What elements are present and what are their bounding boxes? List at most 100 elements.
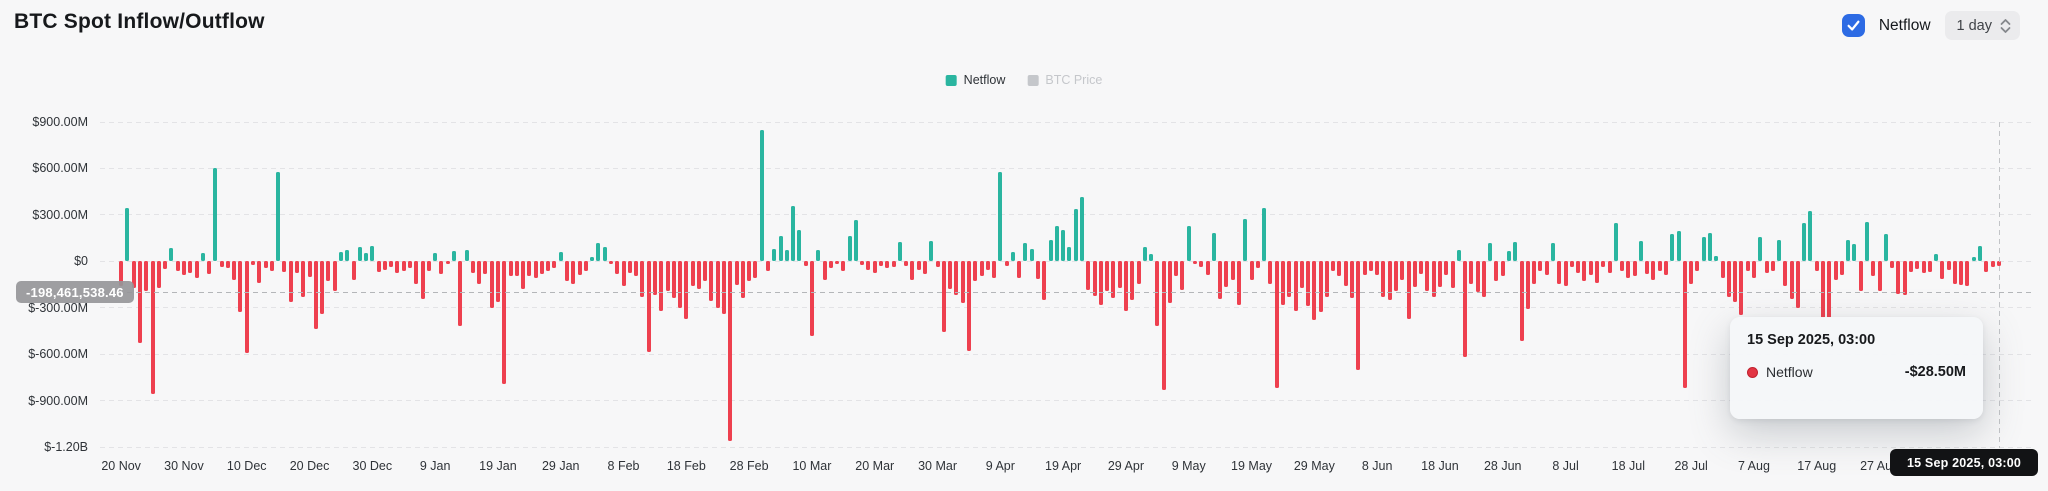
netflow-bar[interactable] bbox=[1312, 261, 1317, 321]
netflow-bar[interactable] bbox=[1306, 261, 1311, 307]
netflow-bar[interactable] bbox=[276, 171, 281, 262]
netflow-bar[interactable] bbox=[1287, 261, 1292, 297]
netflow-bar[interactable] bbox=[1550, 242, 1555, 262]
netflow-bar[interactable] bbox=[156, 261, 161, 289]
netflow-bar[interactable] bbox=[1588, 261, 1593, 276]
netflow-bar[interactable] bbox=[1419, 261, 1424, 274]
netflow-bar[interactable] bbox=[1488, 243, 1493, 262]
netflow-bar[interactable] bbox=[1136, 261, 1141, 284]
netflow-bar[interactable] bbox=[282, 261, 287, 273]
netflow-bar[interactable] bbox=[1274, 261, 1279, 388]
netflow-bar[interactable] bbox=[1318, 261, 1323, 313]
netflow-bar[interactable] bbox=[163, 261, 168, 270]
netflow-bar[interactable] bbox=[1017, 261, 1022, 278]
netflow-bar[interactable] bbox=[690, 261, 695, 287]
netflow-bar[interactable] bbox=[778, 235, 783, 262]
netflow-bar[interactable] bbox=[1243, 218, 1248, 262]
legend-item-btc-price[interactable]: BTC Price bbox=[1027, 73, 1102, 87]
netflow-bar[interactable] bbox=[1086, 261, 1091, 290]
netflow-bar[interactable] bbox=[1582, 261, 1587, 282]
netflow-bar[interactable] bbox=[1670, 234, 1675, 262]
netflow-bar[interactable] bbox=[1331, 261, 1336, 271]
netflow-bar[interactable] bbox=[439, 261, 444, 274]
netflow-bar[interactable] bbox=[288, 261, 293, 302]
netflow-bar[interactable] bbox=[1707, 232, 1712, 262]
netflow-bar[interactable] bbox=[1098, 261, 1103, 305]
netflow-bar[interactable] bbox=[1494, 261, 1499, 282]
netflow-bar[interactable] bbox=[364, 252, 369, 262]
netflow-bar[interactable] bbox=[370, 245, 375, 262]
netflow-bar[interactable] bbox=[1073, 208, 1078, 262]
netflow-bar[interactable] bbox=[1048, 239, 1053, 262]
netflow-bar[interactable] bbox=[420, 261, 425, 300]
netflow-bar[interactable] bbox=[1362, 261, 1367, 276]
netflow-bar[interactable] bbox=[1205, 261, 1210, 276]
netflow-bar[interactable] bbox=[665, 261, 670, 291]
netflow-bar[interactable] bbox=[207, 261, 212, 274]
netflow-bar[interactable] bbox=[1463, 261, 1468, 358]
netflow-bar[interactable] bbox=[1130, 261, 1135, 300]
netflow-bar[interactable] bbox=[131, 261, 136, 288]
netflow-bar[interactable] bbox=[508, 261, 513, 276]
netflow-bar[interactable] bbox=[803, 261, 808, 266]
netflow-bar[interactable] bbox=[1337, 261, 1342, 276]
netflow-bar[interactable] bbox=[357, 247, 362, 262]
netflow-bar[interactable] bbox=[590, 256, 595, 262]
netflow-bar[interactable] bbox=[1745, 261, 1750, 272]
netflow-bar[interactable] bbox=[1601, 261, 1606, 268]
netflow-bar[interactable] bbox=[1456, 250, 1461, 262]
netflow-bar[interactable] bbox=[1877, 261, 1882, 291]
netflow-bar[interactable] bbox=[382, 261, 387, 270]
netflow-bar[interactable] bbox=[1255, 261, 1260, 269]
netflow-bar[interactable] bbox=[1431, 261, 1436, 297]
netflow-bar[interactable] bbox=[1701, 236, 1706, 262]
netflow-bar[interactable] bbox=[1594, 261, 1599, 283]
netflow-bar[interactable] bbox=[200, 252, 205, 262]
netflow-bar[interactable] bbox=[1393, 261, 1398, 291]
netflow-bar[interactable] bbox=[941, 261, 946, 333]
netflow-bar[interactable] bbox=[1544, 261, 1549, 276]
netflow-bar[interactable] bbox=[1174, 261, 1179, 276]
netflow-bar[interactable] bbox=[301, 261, 306, 297]
netflow-bar[interactable] bbox=[910, 261, 915, 280]
netflow-bar[interactable] bbox=[1193, 261, 1198, 264]
netflow-bar[interactable] bbox=[728, 261, 733, 441]
netflow-bar[interactable] bbox=[483, 261, 488, 275]
netflow-bar[interactable] bbox=[1425, 261, 1430, 292]
netflow-bar[interactable] bbox=[458, 261, 463, 327]
netflow-bar[interactable] bbox=[395, 261, 400, 273]
netflow-bar[interactable] bbox=[232, 261, 237, 280]
netflow-bar[interactable] bbox=[640, 261, 645, 297]
netflow-bar[interactable] bbox=[1142, 246, 1147, 262]
netflow-bar[interactable] bbox=[1871, 261, 1876, 276]
netflow-bar[interactable] bbox=[929, 241, 934, 262]
netflow-bar[interactable] bbox=[338, 252, 343, 262]
netflow-bar[interactable] bbox=[1010, 252, 1015, 262]
netflow-bar[interactable] bbox=[1155, 261, 1160, 327]
netflow-bar[interactable] bbox=[169, 248, 174, 262]
netflow-bar[interactable] bbox=[1651, 261, 1656, 280]
netflow-bar[interactable] bbox=[973, 261, 978, 282]
netflow-bar[interactable] bbox=[1105, 261, 1110, 291]
netflow-bar[interactable] bbox=[1525, 261, 1530, 310]
netflow-bar[interactable] bbox=[1927, 261, 1932, 273]
netflow-bar[interactable] bbox=[1821, 261, 1826, 318]
netflow-bar[interactable] bbox=[1249, 261, 1254, 280]
netflow-bar[interactable] bbox=[1896, 261, 1901, 294]
netflow-bar[interactable] bbox=[345, 249, 350, 262]
netflow-bar[interactable] bbox=[238, 261, 243, 313]
netflow-bar[interactable] bbox=[1858, 261, 1863, 291]
netflow-bar[interactable] bbox=[150, 261, 155, 394]
netflow-bar[interactable] bbox=[816, 250, 821, 262]
netflow-bar[interactable] bbox=[1368, 261, 1373, 271]
netflow-bar[interactable] bbox=[1607, 261, 1612, 273]
netflow-bar[interactable] bbox=[1563, 261, 1568, 287]
netflow-bar[interactable] bbox=[332, 261, 337, 292]
netflow-bar[interactable] bbox=[433, 252, 438, 262]
netflow-bar[interactable] bbox=[294, 261, 299, 273]
netflow-bar[interactable] bbox=[1827, 261, 1832, 318]
netflow-bar[interactable] bbox=[1777, 240, 1782, 262]
netflow-bar[interactable] bbox=[489, 261, 494, 308]
netflow-bar[interactable] bbox=[1481, 261, 1486, 297]
netflow-bar[interactable] bbox=[1952, 261, 1957, 285]
